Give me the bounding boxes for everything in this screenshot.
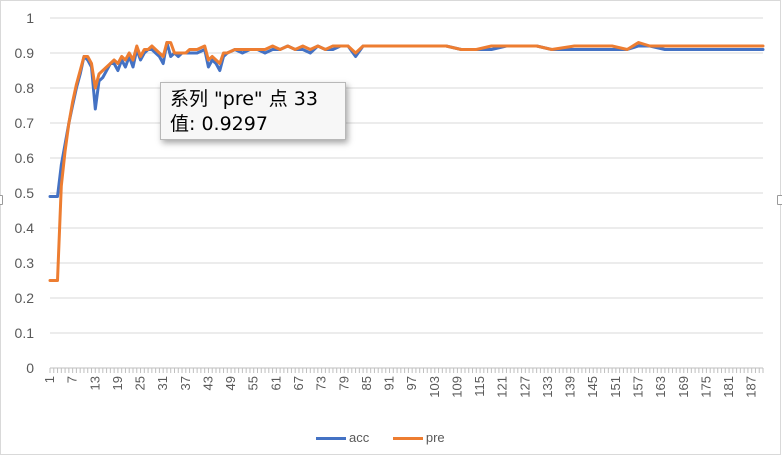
- x-tick-label: 115: [472, 376, 487, 397]
- y-tick-label: 0: [26, 360, 34, 376]
- x-tick-label: 1: [42, 376, 57, 383]
- left-resize-handle[interactable]: [0, 195, 3, 205]
- x-axis-tick-labels: 1 7 13 19 25 31 37 43 49 55 61 67 73 79 85 91 97 103 109 11…: [42, 376, 759, 398]
- legend-swatch-pre: [392, 437, 423, 441]
- x-tick-label: 55: [246, 376, 261, 390]
- legend-swatch-acc: [316, 437, 346, 441]
- x-tick-label: 25: [133, 376, 148, 390]
- legend-label-acc: acc: [349, 430, 370, 445]
- gridlines: [50, 17, 763, 334]
- y-tick-label: 0.1: [15, 325, 35, 341]
- x-axis: [49, 367, 764, 373]
- x-tick-label: 79: [336, 376, 351, 390]
- series-lines: [48, 41, 765, 282]
- legend[interactable]: acc pre: [316, 430, 465, 445]
- series-line-acc[interactable]: [48, 41, 765, 198]
- x-tick-label: 181: [721, 376, 736, 398]
- x-tick-label: 73: [314, 376, 329, 390]
- x-tick-label: 139: [563, 376, 578, 398]
- x-tick-label: 109: [449, 376, 464, 398]
- x-tick-label: 7: [65, 376, 80, 383]
- y-tick-label: 0.5: [15, 185, 35, 201]
- x-tick-label: 175: [698, 376, 713, 398]
- x-tick-label: 103: [427, 376, 442, 398]
- x-tick-label: 91: [382, 376, 397, 390]
- x-tick-label: 49: [223, 376, 238, 390]
- tooltip-series-point: 系列 "pre" 点 33: [170, 88, 318, 110]
- y-axis-tick-labels: 0 0.1 0.2 0.3 0.4 0.5 0.6 0.7 0.8 0.9 1: [15, 10, 35, 376]
- y-tick-label: 0.4: [15, 220, 35, 236]
- x-tick-label: 169: [676, 376, 691, 398]
- legend-item-pre[interactable]: pre: [392, 430, 445, 445]
- x-tick-label: 19: [110, 376, 125, 390]
- x-tick-label: 37: [178, 376, 193, 390]
- legend-label-pre: pre: [425, 430, 445, 445]
- x-tick-label: 61: [268, 376, 283, 390]
- y-tick-label: 0.9: [15, 45, 35, 61]
- right-resize-handle[interactable]: [777, 195, 782, 205]
- y-tick-label: 0.2: [15, 290, 35, 306]
- x-tick-label: 43: [200, 376, 215, 390]
- legend-item-acc[interactable]: acc: [316, 430, 369, 445]
- x-tick-label: 85: [359, 376, 374, 390]
- tooltip-value: 值: 0.9297: [170, 113, 268, 135]
- x-tick-label: 67: [291, 376, 306, 390]
- x-tick-label: 31: [155, 376, 170, 390]
- x-tick-label: 13: [87, 376, 102, 390]
- x-tick-label: 145: [585, 376, 600, 398]
- y-tick-label: 0.3: [15, 255, 35, 271]
- x-tick-label: 151: [608, 376, 623, 398]
- x-tick-label: 97: [404, 376, 419, 390]
- series-line-pre[interactable]: [48, 41, 765, 282]
- y-tick-label: 0.7: [15, 115, 35, 131]
- x-tick-label: 133: [540, 376, 555, 398]
- data-point-tooltip: 系列 "pre" 点 33 值: 0.9297: [160, 82, 346, 140]
- y-tick-label: 0.8: [15, 80, 35, 96]
- y-tick-label: 1: [26, 10, 34, 26]
- x-tick-label: 187: [744, 376, 759, 398]
- x-tick-label: 157: [631, 376, 646, 398]
- x-tick-label: 121: [495, 376, 510, 398]
- x-tick-label: 163: [653, 376, 668, 398]
- x-tick-label: 127: [517, 376, 532, 398]
- y-tick-label: 0.6: [15, 150, 35, 166]
